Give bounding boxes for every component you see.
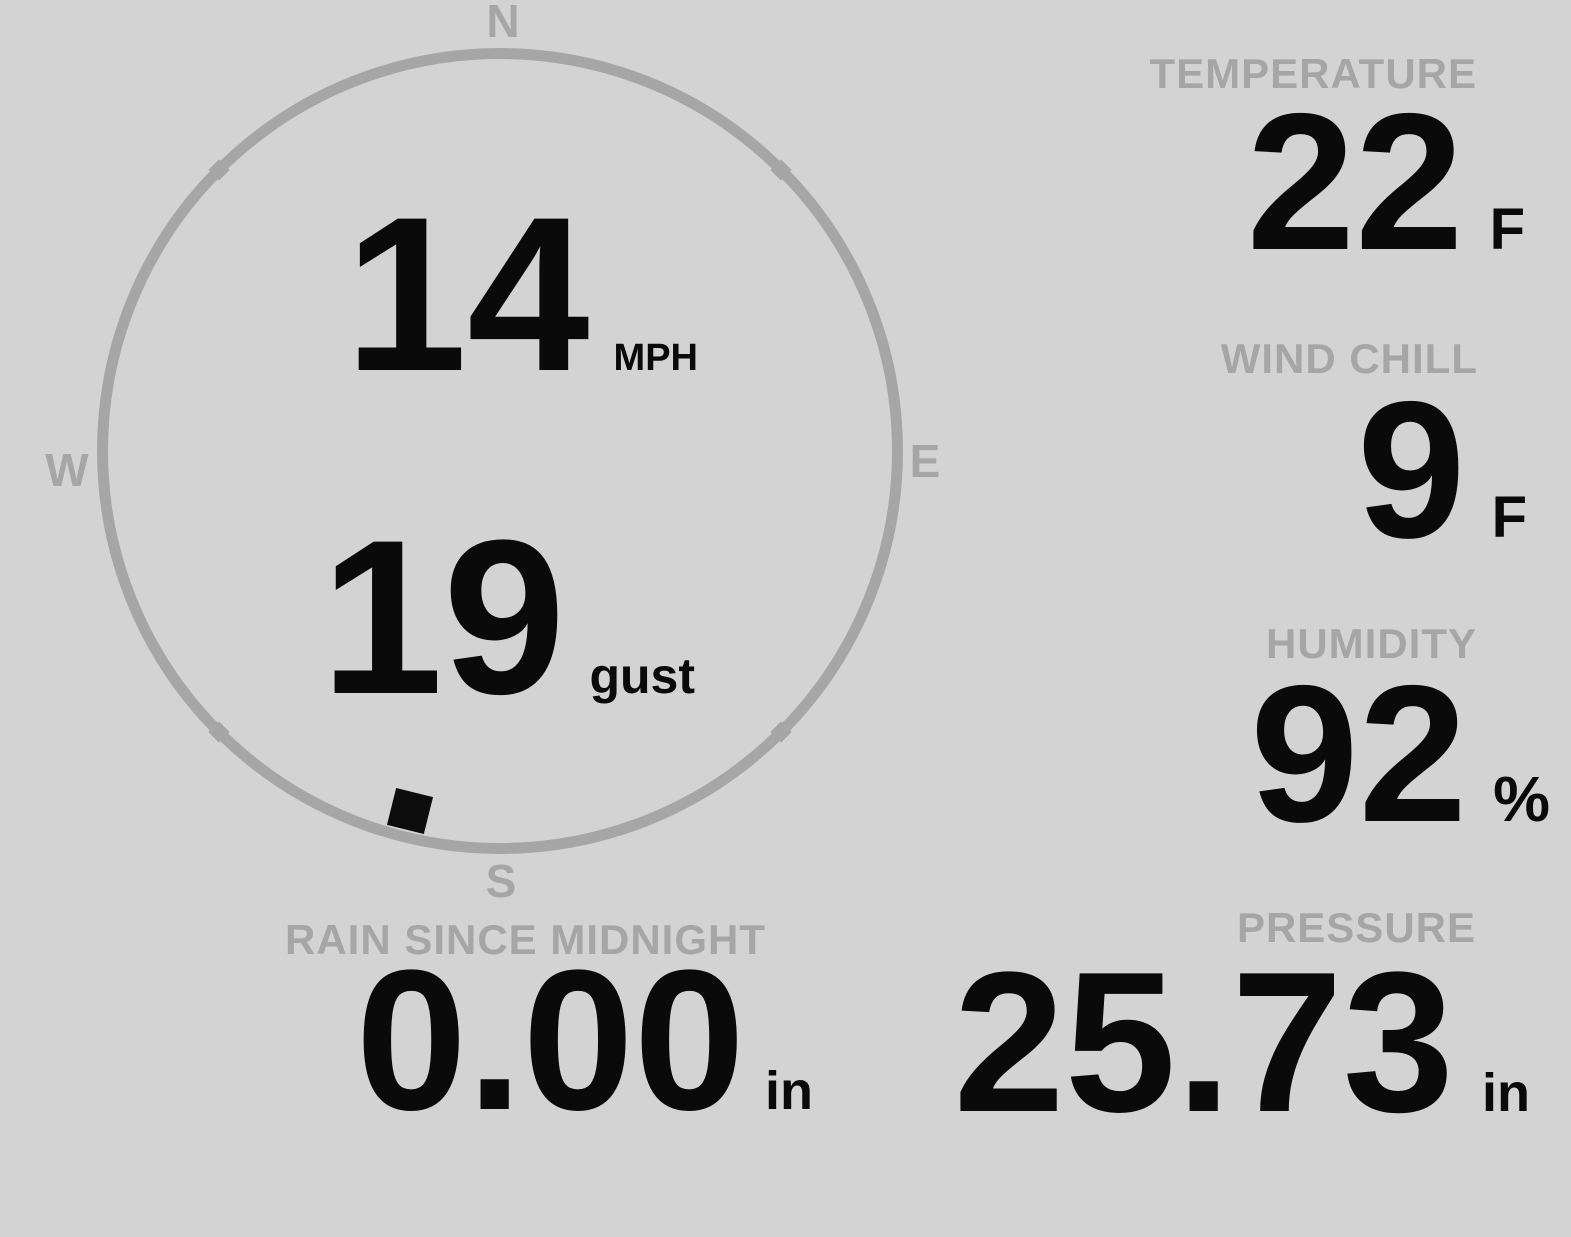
humidity-row: 92 % [1250,657,1550,852]
temperature-value: 22 [1246,73,1464,291]
humidity-label: HUMIDITY [1266,620,1477,667]
wind-chill-row: 9 F [1357,373,1527,568]
wind-gust-row: 19 gust [321,507,695,727]
rain-since-midnight-label: RAIN SINCE MIDNIGHT [285,916,766,963]
compass-cardinal-east: E [909,435,941,487]
wind-compass-ring [97,48,903,854]
pressure-unit: in [1482,1063,1530,1123]
wind-chill-value: 9 [1357,361,1466,579]
rain-since-midnight-unit: in [765,1061,813,1121]
humidity-unit: % [1493,763,1550,835]
temperature-label: TEMPERATURE [1149,50,1477,97]
wind-chill-unit: F [1491,485,1527,550]
wind-gust-value: 19 [320,494,566,740]
compass-cardinal-west: W [45,444,89,496]
temperature-unit: F [1489,197,1525,262]
wind-speed-unit: MPH [613,337,698,379]
wind-chill-label: WIND CHILL [1220,335,1478,382]
wind-speed-row: 14 MPH [345,184,698,404]
humidity-value: 92 [1250,645,1468,863]
pressure-label: PRESSURE [1236,904,1476,951]
compass-cardinal-north: N [486,0,520,47]
temperature-row: 22 F [1247,85,1525,280]
compass-cardinal-south: S [485,855,517,907]
wind-speed-value: 14 [344,171,590,417]
wind-gust-unit: gust [589,648,695,704]
rain-since-midnight-value: 0.00 [355,929,745,1152]
pressure-value: 25.73 [953,931,1455,1154]
rain-since-midnight-row: 0.00 in [356,941,813,1141]
pressure-row: 25.73 in [954,943,1531,1143]
